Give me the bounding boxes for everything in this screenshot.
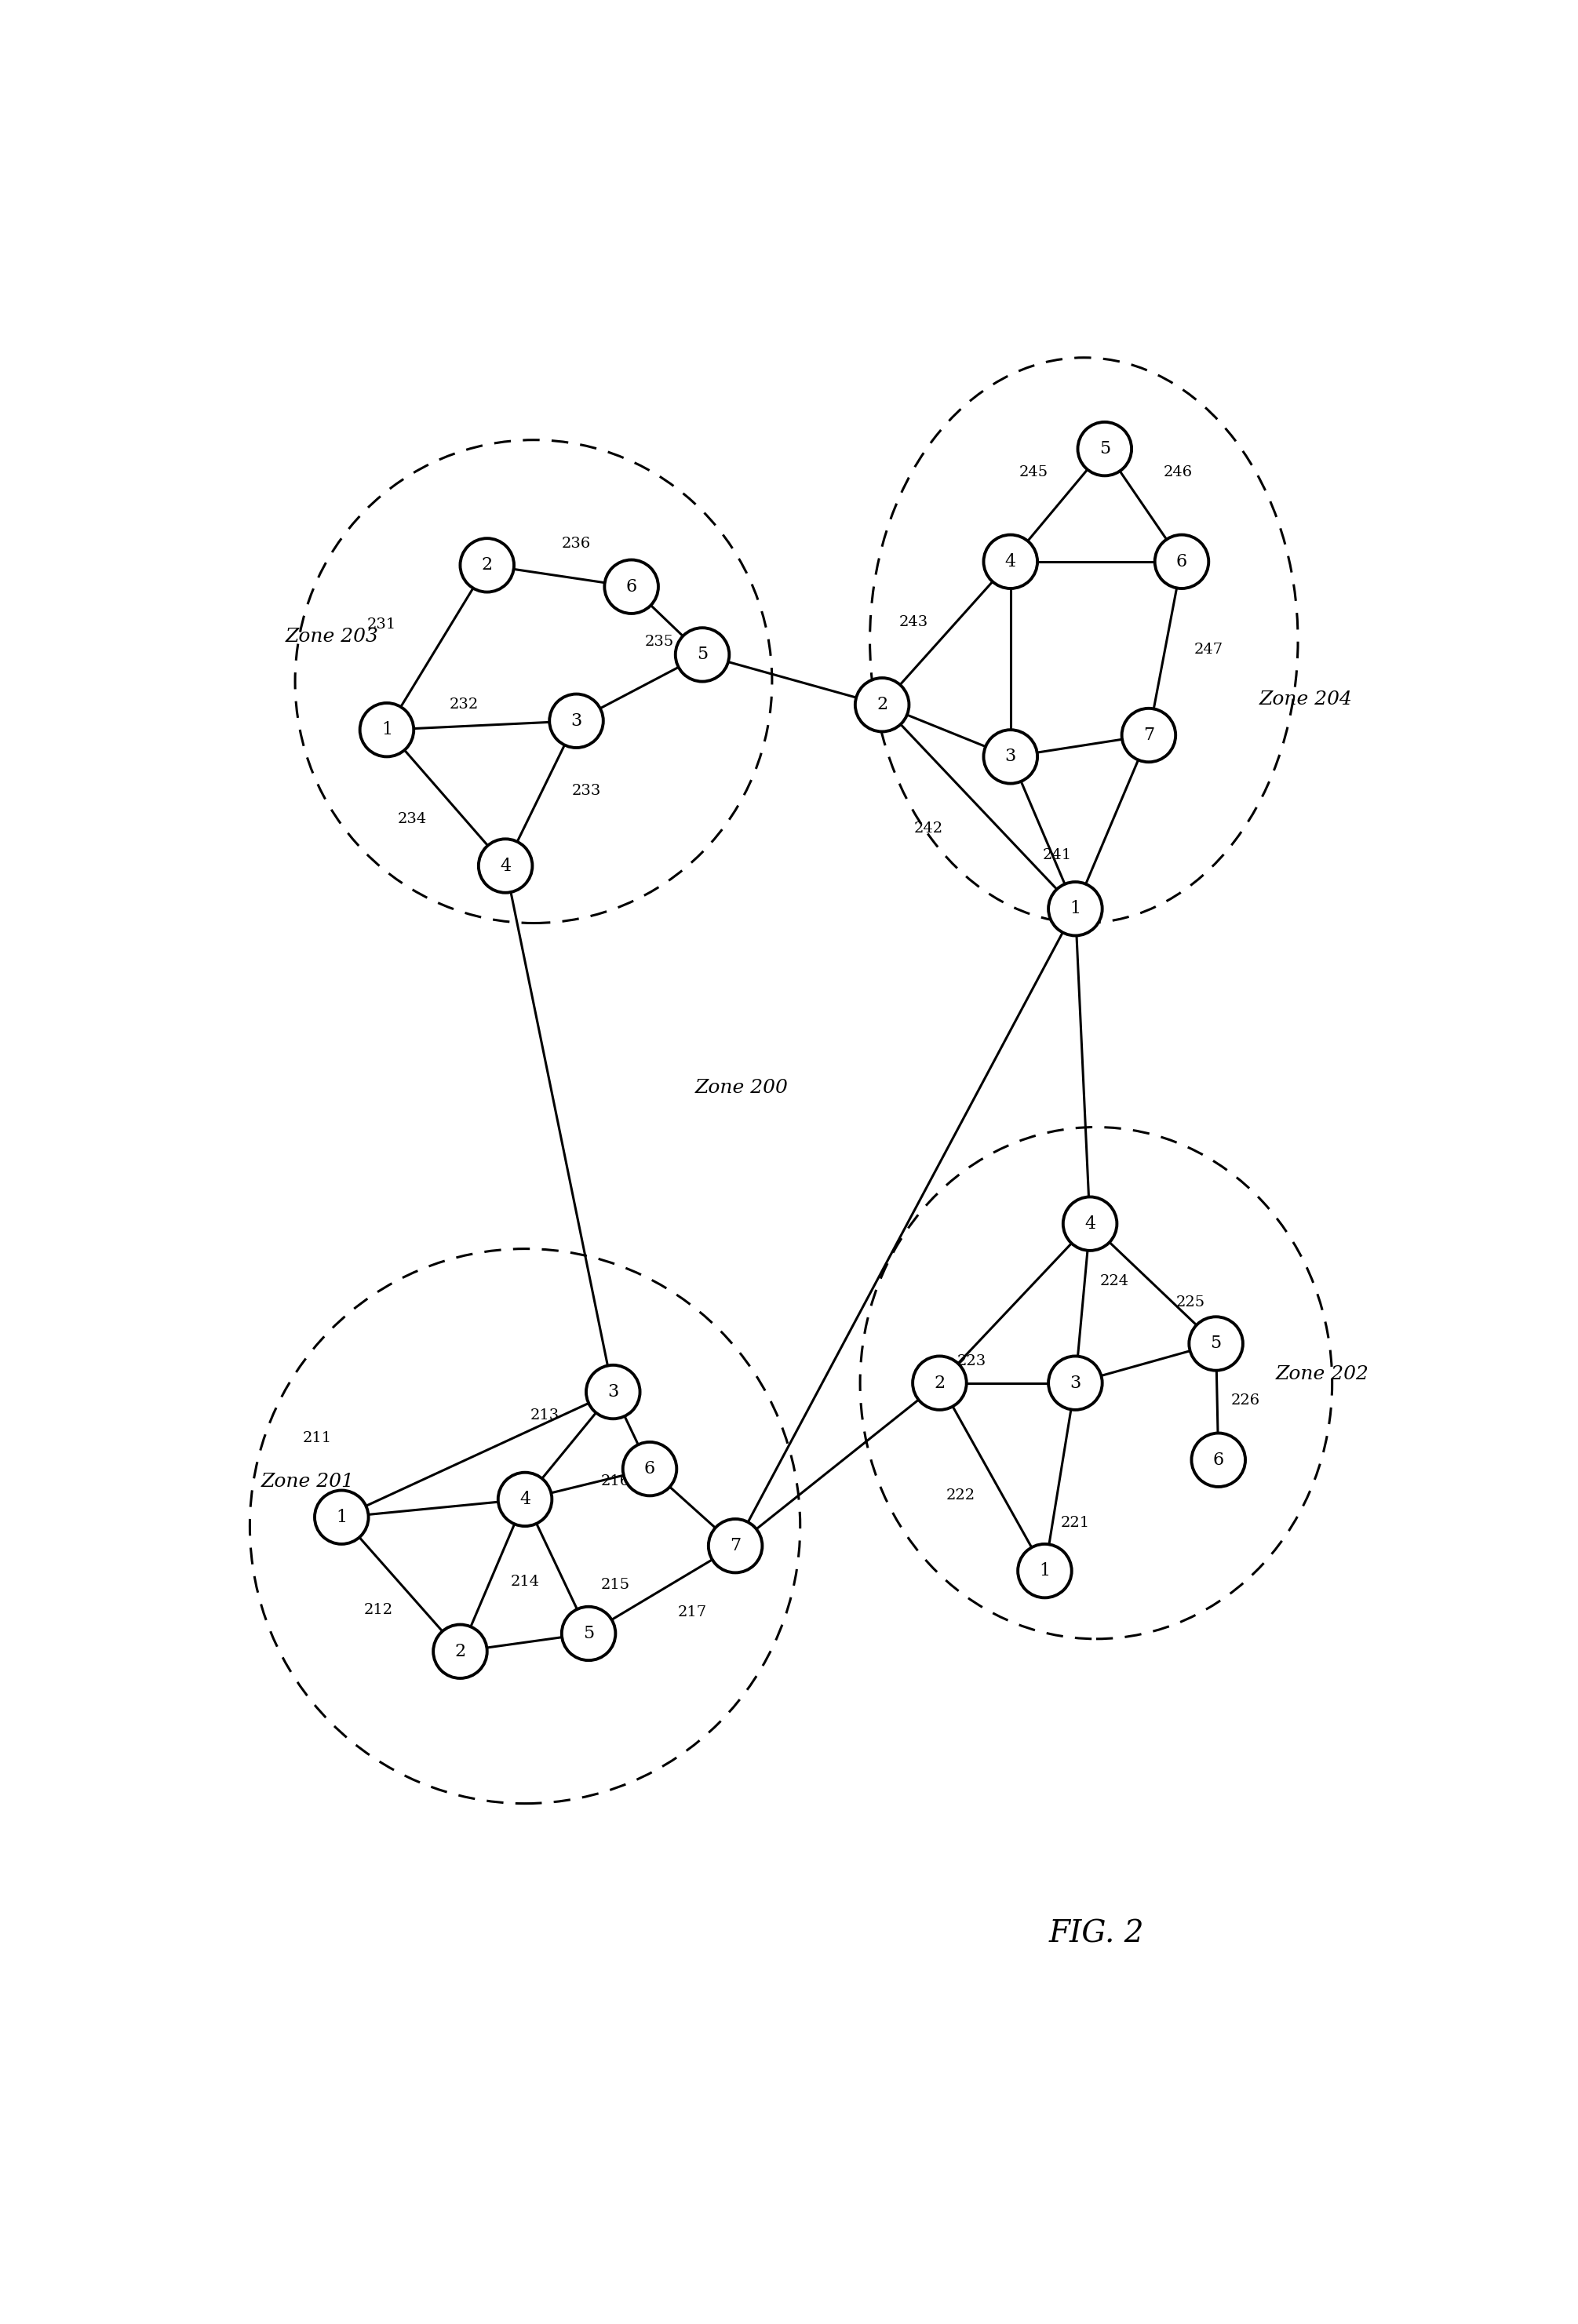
Text: 1: 1 — [336, 1508, 347, 1527]
Text: 2: 2 — [934, 1373, 945, 1392]
Text: 241: 241 — [1043, 848, 1071, 862]
Text: 5: 5 — [1100, 439, 1111, 458]
Text: 2: 2 — [876, 697, 888, 713]
Text: 3: 3 — [608, 1383, 619, 1401]
Ellipse shape — [983, 535, 1037, 588]
Ellipse shape — [1122, 709, 1176, 762]
Ellipse shape — [461, 539, 514, 593]
Text: 2: 2 — [481, 555, 492, 574]
Ellipse shape — [1155, 535, 1209, 588]
Ellipse shape — [585, 1364, 641, 1418]
Text: 213: 213 — [530, 1408, 559, 1422]
Ellipse shape — [1048, 881, 1101, 937]
Ellipse shape — [499, 1473, 552, 1527]
Text: 242: 242 — [914, 820, 944, 834]
Ellipse shape — [478, 839, 532, 892]
Text: 4: 4 — [519, 1490, 530, 1508]
Text: 6: 6 — [644, 1459, 655, 1478]
Text: Zone 200: Zone 200 — [694, 1078, 787, 1097]
Text: 7: 7 — [1142, 727, 1154, 744]
Ellipse shape — [983, 730, 1037, 783]
Text: 225: 225 — [1176, 1294, 1204, 1308]
Text: 224: 224 — [1100, 1274, 1128, 1287]
Text: 226: 226 — [1231, 1394, 1259, 1408]
Text: 233: 233 — [571, 783, 601, 797]
Text: 231: 231 — [368, 618, 396, 632]
Text: 7: 7 — [729, 1536, 742, 1555]
Text: 3: 3 — [571, 711, 582, 730]
Ellipse shape — [604, 560, 658, 614]
Ellipse shape — [549, 695, 603, 748]
Ellipse shape — [1191, 1434, 1245, 1487]
Text: 246: 246 — [1163, 465, 1193, 479]
Text: Zone 202: Zone 202 — [1277, 1364, 1370, 1383]
Text: 5: 5 — [582, 1624, 595, 1643]
Text: Zone 201: Zone 201 — [260, 1473, 353, 1490]
Text: Zone 204: Zone 204 — [1259, 690, 1352, 709]
Ellipse shape — [1078, 423, 1131, 476]
Text: 211: 211 — [303, 1432, 331, 1446]
Text: 215: 215 — [601, 1578, 630, 1592]
Text: 1: 1 — [1070, 899, 1081, 918]
Ellipse shape — [360, 702, 413, 758]
Ellipse shape — [675, 627, 729, 681]
Text: 2: 2 — [454, 1643, 466, 1659]
Text: 6: 6 — [1176, 553, 1187, 569]
Ellipse shape — [855, 679, 909, 732]
Text: 236: 236 — [562, 537, 592, 551]
Text: 232: 232 — [450, 697, 478, 711]
Text: 6: 6 — [626, 579, 638, 595]
Text: 1: 1 — [382, 720, 393, 739]
Text: 4: 4 — [500, 858, 511, 874]
Text: 243: 243 — [899, 616, 928, 630]
Text: 5: 5 — [697, 646, 709, 662]
Ellipse shape — [912, 1357, 966, 1411]
Text: Zone 203: Zone 203 — [286, 627, 379, 646]
Text: 217: 217 — [679, 1606, 707, 1620]
Text: 214: 214 — [511, 1576, 540, 1590]
Ellipse shape — [1018, 1543, 1071, 1597]
Ellipse shape — [434, 1624, 488, 1678]
Ellipse shape — [562, 1606, 615, 1659]
Text: 4: 4 — [1084, 1215, 1095, 1232]
Text: 222: 222 — [945, 1490, 975, 1504]
Text: 234: 234 — [398, 813, 428, 827]
Text: 3: 3 — [1070, 1373, 1081, 1392]
Text: 6: 6 — [1213, 1450, 1225, 1469]
Ellipse shape — [314, 1490, 368, 1543]
Text: 4: 4 — [1005, 553, 1016, 569]
Text: 216: 216 — [601, 1473, 630, 1487]
Text: 1: 1 — [1040, 1562, 1051, 1580]
Ellipse shape — [1048, 1357, 1101, 1411]
Text: 245: 245 — [1019, 465, 1048, 479]
Text: 212: 212 — [363, 1604, 393, 1618]
Ellipse shape — [623, 1441, 677, 1497]
Text: 221: 221 — [1060, 1515, 1090, 1529]
Text: 235: 235 — [645, 634, 674, 648]
Ellipse shape — [1064, 1197, 1117, 1250]
Text: FIG. 2: FIG. 2 — [1048, 1920, 1144, 1948]
Text: 5: 5 — [1210, 1334, 1221, 1353]
Text: 3: 3 — [1005, 748, 1016, 765]
Ellipse shape — [1190, 1318, 1243, 1371]
Text: 247: 247 — [1195, 641, 1223, 655]
Text: 223: 223 — [956, 1355, 986, 1369]
Ellipse shape — [709, 1520, 762, 1573]
